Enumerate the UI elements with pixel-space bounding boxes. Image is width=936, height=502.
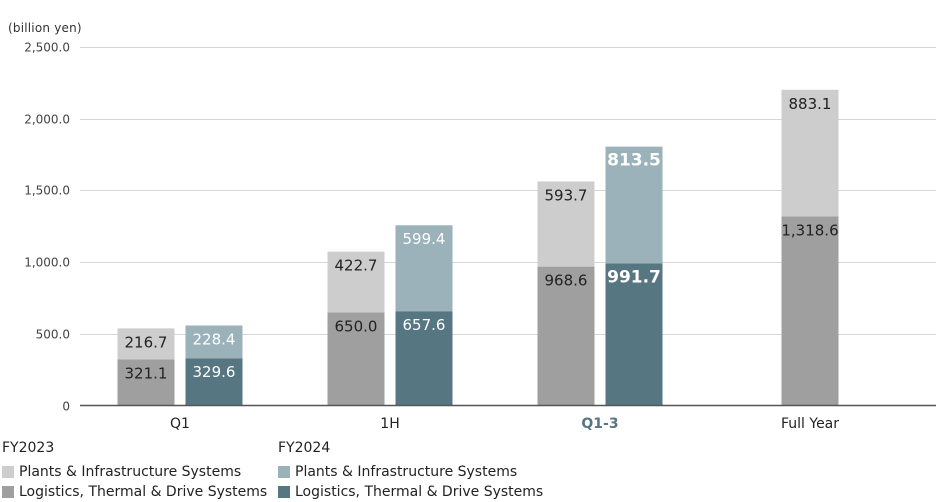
bar-value-label: 321.1 bbox=[125, 364, 168, 382]
bar-value-label: 813.5 bbox=[607, 151, 661, 171]
legend-item: Logistics, Thermal & Drive Systems bbox=[2, 482, 267, 502]
legend-item: Plants & Infrastructure Systems bbox=[278, 462, 543, 482]
y-tick-label: 1,500.0 bbox=[24, 184, 70, 198]
bar-value-label: 329.6 bbox=[193, 363, 236, 381]
bar-segment bbox=[395, 311, 453, 406]
x-category-label: Q1 bbox=[170, 416, 190, 432]
y-tick-label: 2,500.0 bbox=[24, 41, 70, 55]
bar-segment bbox=[327, 312, 385, 406]
bar-segment bbox=[781, 89, 839, 217]
bar-value-label: 650.0 bbox=[335, 317, 378, 335]
legend-swatch-fy2023-logistics bbox=[2, 486, 14, 498]
bar-segment bbox=[327, 251, 385, 313]
bar-segment bbox=[605, 263, 663, 406]
bar-value-label: 599.4 bbox=[403, 230, 446, 248]
legend-label: Plants & Infrastructure Systems bbox=[19, 464, 242, 480]
y-tick-label: 2,000.0 bbox=[24, 113, 70, 127]
bar-value-label: 883.1 bbox=[789, 95, 832, 113]
bar-segment bbox=[395, 225, 453, 312]
bar-segment bbox=[117, 359, 175, 406]
legend-fy2023-title: FY2023 bbox=[2, 440, 55, 456]
legend-fy2024: FY2024 Plants & Infrastructure Systems L… bbox=[278, 440, 543, 502]
x-category-label: Full Year bbox=[781, 416, 839, 432]
legend-fy2024-title: FY2024 bbox=[278, 440, 331, 456]
bar-value-label: 593.7 bbox=[545, 186, 588, 204]
bar-segment bbox=[117, 328, 175, 360]
bar-value-label: 228.4 bbox=[193, 330, 236, 348]
legend-swatch-fy2024-plants bbox=[278, 466, 290, 478]
legend-swatch-fy2023-plants bbox=[2, 466, 14, 478]
x-category-label: 1H bbox=[380, 416, 399, 432]
y-tick-label: 500.0 bbox=[36, 328, 70, 342]
bar-value-label: 968.6 bbox=[545, 272, 588, 290]
legend-fy2023: FY2023 Plants & Infrastructure Systems L… bbox=[2, 440, 267, 502]
legend-item: Plants & Infrastructure Systems bbox=[2, 462, 267, 482]
bar-value-label: 657.6 bbox=[403, 316, 446, 334]
bar-segment bbox=[605, 146, 663, 264]
y-axis-unit-label: (billion yen) bbox=[8, 21, 82, 35]
bar-value-label: 991.7 bbox=[607, 267, 661, 287]
bar-segment bbox=[781, 216, 839, 406]
bar-segment bbox=[537, 181, 595, 267]
legend-swatch-fy2024-logistics bbox=[278, 486, 290, 498]
legend-label: Plants & Infrastructure Systems bbox=[295, 464, 518, 480]
legend-item: Logistics, Thermal & Drive Systems bbox=[278, 482, 543, 502]
bar-segment bbox=[185, 325, 243, 359]
legend-label: Logistics, Thermal & Drive Systems bbox=[19, 484, 268, 500]
x-category-label: Q1-3 bbox=[581, 416, 618, 432]
bar-value-label: 1,318.6 bbox=[781, 221, 838, 239]
y-tick-label: 0 bbox=[62, 400, 70, 414]
y-tick-label: 1,000.0 bbox=[24, 256, 70, 270]
bar-segment bbox=[185, 358, 243, 406]
bar-segment bbox=[537, 266, 595, 406]
legend-label: Logistics, Thermal & Drive Systems bbox=[295, 484, 544, 500]
bar-value-label: 216.7 bbox=[125, 333, 168, 351]
bar-value-label: 422.7 bbox=[335, 257, 378, 275]
